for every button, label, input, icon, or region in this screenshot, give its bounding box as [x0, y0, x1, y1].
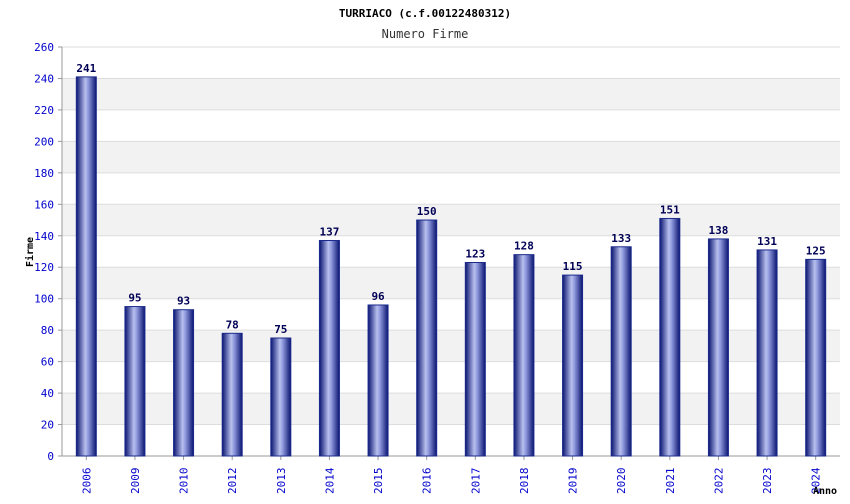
- bar: [173, 309, 195, 457]
- x-tick-label: 2021: [664, 468, 677, 495]
- bar: [124, 306, 146, 457]
- y-tick-label: 160: [34, 198, 54, 211]
- x-tick-label: 2015: [372, 468, 385, 495]
- grid-band: [62, 204, 840, 236]
- y-tick-label: 0: [47, 450, 54, 463]
- y-tick-label: 40: [41, 387, 54, 400]
- y-axis-label: Firme: [24, 237, 36, 267]
- grid-band: [62, 141, 840, 173]
- y-tick-label: 120: [34, 261, 54, 274]
- bar-value-label: 115: [563, 260, 583, 273]
- bar: [221, 332, 243, 457]
- bar-value-label: 78: [226, 318, 239, 331]
- chart-title: TURRIACO (c.f.00122480312): [339, 7, 511, 20]
- x-tick-label: 2012: [226, 468, 239, 495]
- y-tick-label: 200: [34, 135, 54, 148]
- bar-value-label: 125: [806, 244, 826, 257]
- bar: [756, 249, 778, 457]
- y-tick-label: 80: [41, 324, 54, 337]
- bar-value-label: 123: [465, 248, 485, 261]
- x-tick-label: 2024: [810, 467, 823, 494]
- bar: [416, 219, 438, 457]
- y-tick-label: 60: [41, 356, 54, 369]
- x-tick-label: 2013: [275, 468, 288, 495]
- bar-value-label: 128: [514, 240, 534, 253]
- x-tick-label: 2022: [712, 468, 725, 495]
- bar-value-label: 133: [611, 232, 631, 245]
- bar-value-label: 131: [757, 235, 777, 248]
- bar-value-label: 151: [660, 203, 680, 216]
- x-tick-label: 2023: [761, 468, 774, 495]
- chart-subtitle: Numero Firme: [382, 27, 469, 41]
- x-tick-label: 2017: [469, 468, 482, 495]
- bar: [367, 304, 389, 457]
- x-tick-label: 2020: [615, 468, 628, 495]
- x-tick-label: 2010: [178, 468, 191, 495]
- x-tick-label: 2014: [323, 467, 336, 494]
- bar: [318, 239, 340, 457]
- y-tick-label: 220: [34, 104, 54, 117]
- x-tick-label: 2018: [518, 468, 531, 495]
- bar: [659, 217, 681, 457]
- bar-value-label: 150: [417, 205, 437, 218]
- x-tick-label: 2009: [129, 468, 142, 495]
- bar: [464, 262, 486, 457]
- x-tick-label: 2006: [80, 468, 93, 495]
- y-tick-label: 180: [34, 167, 54, 180]
- y-tick-label: 260: [34, 41, 54, 54]
- bar-value-label: 75: [274, 323, 287, 336]
- bar-value-label: 93: [177, 295, 190, 308]
- bar-value-label: 138: [709, 224, 729, 237]
- bar-value-label: 241: [76, 62, 96, 75]
- bar: [513, 254, 535, 457]
- bar: [610, 246, 632, 457]
- x-tick-label: 2019: [567, 468, 580, 495]
- y-tick-label: 140: [34, 230, 54, 243]
- grid-band: [62, 78, 840, 110]
- x-tick-label: 2016: [421, 468, 434, 495]
- bar-value-label: 137: [320, 225, 340, 238]
- bar-value-label: 95: [128, 292, 141, 305]
- bar: [270, 337, 292, 457]
- y-tick-label: 100: [34, 293, 54, 306]
- bar-value-label: 96: [371, 290, 385, 303]
- y-tick-label: 20: [41, 419, 54, 432]
- bar: [562, 274, 584, 457]
- bar: [805, 258, 827, 457]
- bar: [75, 76, 97, 457]
- y-tick-label: 240: [34, 72, 54, 85]
- x-axis-label: Anno: [813, 486, 837, 497]
- bar: [707, 238, 729, 457]
